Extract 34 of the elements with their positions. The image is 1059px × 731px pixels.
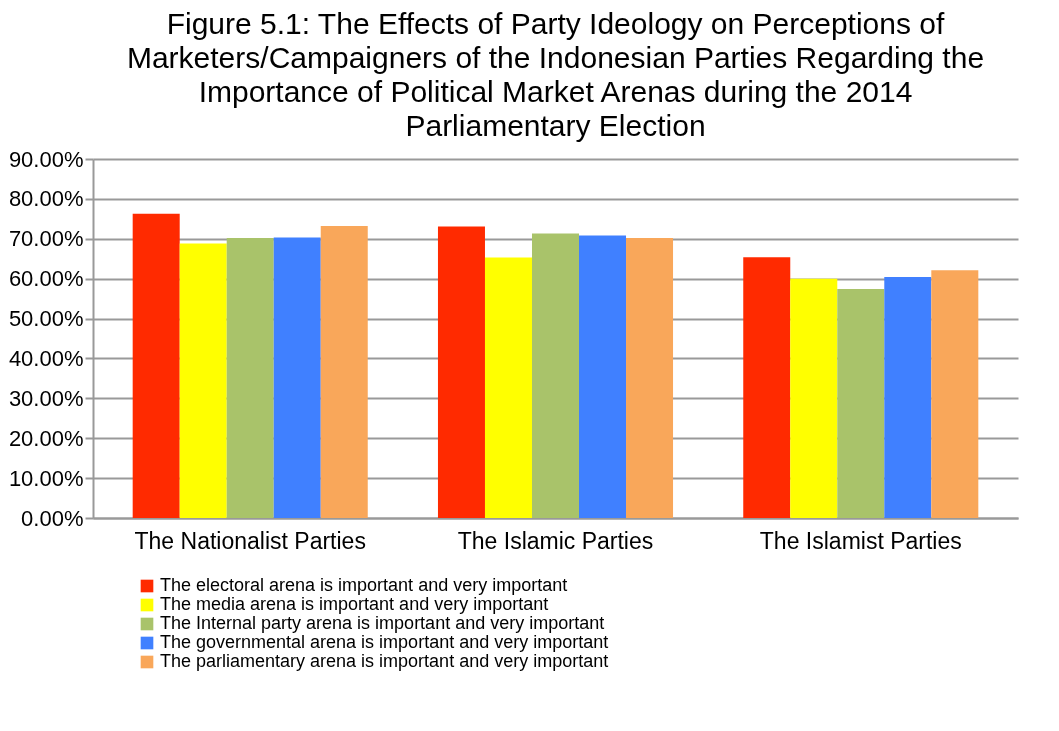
y-tick-label: 70.00%	[8, 226, 84, 252]
x-tick-label: The Islamic Parties	[457, 527, 654, 554]
y-tick-label: 90.00%	[8, 146, 84, 172]
x-tick-label: The Nationalist Parties	[134, 527, 366, 554]
legend-label: The Internal party arena is important and very important	[160, 613, 605, 633]
y-tick-label: 0.00%	[21, 505, 84, 531]
y-tick-label: 60.00%	[8, 266, 84, 292]
bar	[437, 226, 485, 518]
bar	[531, 233, 580, 518]
legend-label: The governmental arena is important and very important	[160, 632, 609, 652]
y-tick-label: 20.00%	[8, 425, 84, 451]
y-tick-label: 10.00%	[8, 465, 84, 491]
legend-label: The electoral arena is important and very important	[160, 575, 568, 595]
bar	[931, 270, 979, 518]
bar	[132, 213, 180, 518]
bar	[579, 235, 627, 518]
bar	[743, 257, 791, 518]
bar	[179, 243, 227, 518]
x-tick-label: The Islamist Parties	[759, 527, 962, 554]
y-tick-label: 80.00%	[8, 186, 84, 212]
bar	[626, 237, 674, 518]
bar	[884, 277, 932, 518]
bar	[320, 226, 368, 518]
y-tick-label: 40.00%	[8, 345, 84, 371]
bar	[226, 237, 274, 518]
bar	[273, 237, 321, 518]
bar	[484, 257, 532, 518]
legend-label: The parliamentary arena is important and very important	[160, 651, 609, 671]
legend-label: The media arena is important and very important	[160, 594, 549, 614]
y-tick-label: 50.00%	[8, 306, 84, 332]
y-tick-label: 30.00%	[8, 385, 84, 411]
bar	[837, 289, 885, 518]
bar	[790, 278, 838, 518]
chart-title: Figure 5.1: The Effects of Party Ideology on Perceptions of Marketers/Campaigners of the Indonesian Parties Regarding the Importance of Political Market Arenas during the 2014 Parliamentary Election	[126, 7, 985, 142]
